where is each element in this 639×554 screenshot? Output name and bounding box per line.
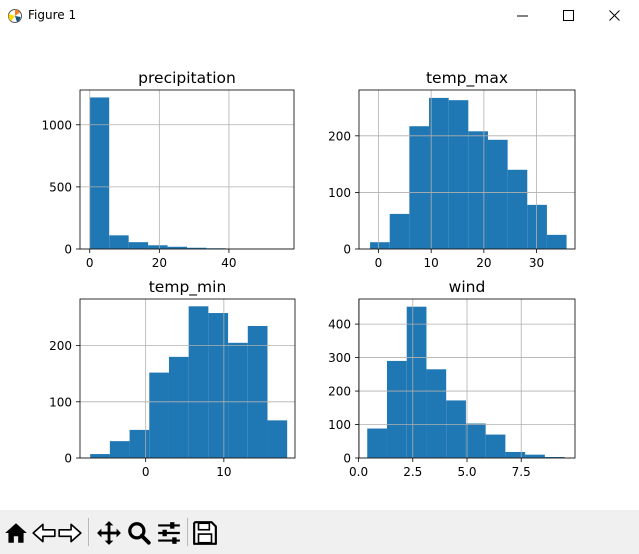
histogram-bar [527,204,547,249]
x-tick-label: 30 [529,256,544,270]
histogram-bar [267,420,288,458]
histogram-bar [109,235,129,249]
home-icon[interactable] [3,520,29,546]
subplots-config-icon[interactable] [156,520,182,546]
maximize-icon [563,10,574,21]
subplot-wind: 0.0 2.5 5.0 7.5 0 100 200 300 400 wind [328,278,576,479]
subplot-title: precipitation [138,69,236,87]
x-tick-label: 10 [216,465,231,479]
histogram-bar [465,423,486,458]
histogram-bar [429,97,449,249]
histogram-bar [149,372,169,458]
close-icon [609,10,620,21]
histogram-bar [129,429,150,458]
y-tick-label: 200 [49,339,72,353]
x-tick-label: 10 [424,256,439,270]
window-title: Figure 1 [28,8,77,22]
histogram-bar [370,242,390,249]
axes-frame [358,89,576,250]
histogram-bar [426,369,447,458]
histogram-bar [546,234,567,249]
toolbar-separator [88,518,89,546]
histogram-bar [167,246,187,249]
histogram-bar [448,100,469,249]
y-tick-label: 0 [343,452,351,466]
histogram-bar [188,306,209,458]
navigation-toolbar [0,510,639,554]
histogram-bar [128,242,149,249]
y-tick-label: 0 [64,243,72,257]
axes-frame [79,298,296,459]
histogram-bar [89,97,110,249]
y-tick-label: 1000 [41,118,72,132]
histogram-bar [148,245,168,249]
y-tick-label: 200 [328,129,351,143]
matplotlib-logo-icon [8,9,22,23]
forward-arrow-icon[interactable] [57,520,83,546]
y-tick-label: 400 [328,318,351,332]
y-tick-label: 300 [328,351,351,365]
axes-frame [79,89,295,250]
y-tick-label: 200 [328,385,351,399]
histogram-bar [247,325,268,458]
x-tick-label: 20 [476,256,491,270]
histogram-bar [544,456,565,458]
histogram-bar [386,360,407,458]
toolbar-separator [187,518,188,546]
save-icon[interactable] [192,520,218,546]
pan-icon[interactable] [96,520,122,546]
histogram-bar [487,139,508,249]
histogram-bar [228,342,248,458]
histogram-bar [367,428,387,458]
histogram-bar [168,356,189,458]
x-tick-label: 0.0 [349,465,368,479]
minimize-button[interactable] [500,0,546,31]
histogram-bar [525,454,545,458]
histogram-bar [507,169,528,249]
histogram-bar [468,131,488,249]
y-tick-label: 100 [328,186,351,200]
zoom-icon[interactable] [126,520,152,546]
window-titlebar: Figure 1 [0,0,639,31]
subplot-precipitation: 0 20 40 0 500 1000 precipitation [41,69,295,270]
maximize-button[interactable] [546,0,592,31]
histogram-bar [485,434,506,458]
histogram-bar [389,213,410,249]
x-tick-label: 2.5 [403,465,422,479]
x-tick-label: 0 [142,465,150,479]
subplot-temp_max: 0 10 20 30 0 100 200 temp_max [328,69,576,270]
x-tick-label: 0 [375,256,383,270]
y-tick-label: 0 [64,452,72,466]
histogram-bar [505,451,526,458]
histogram-bar [406,306,427,458]
x-tick-label: 20 [152,256,167,270]
histogram-bar [208,313,229,458]
y-tick-label: 100 [328,418,351,432]
back-arrow-icon[interactable] [31,520,57,546]
x-tick-label: 5.0 [457,465,476,479]
x-tick-label: 40 [221,256,236,270]
histogram-bar [409,126,430,249]
y-tick-label: 500 [49,180,72,194]
subplot-title: wind [449,278,486,296]
histogram-bar [109,441,130,458]
figure-canvas: 0 20 40 0 500 1000 precipitation 0 10 20 30 0 100 200… [0,31,639,510]
subplot-title: temp_max [426,69,508,88]
x-tick-label: 0 [86,256,94,270]
y-tick-label: 100 [49,395,72,409]
subplot-title: temp_min [149,278,227,297]
histogram-bar [446,400,466,458]
histogram-bar [90,454,110,458]
histogram-bar [187,247,207,249]
x-tick-label: 7.5 [512,465,531,479]
minimize-icon [517,15,528,17]
y-tick-label: 0 [343,243,351,257]
close-button[interactable] [592,0,638,31]
